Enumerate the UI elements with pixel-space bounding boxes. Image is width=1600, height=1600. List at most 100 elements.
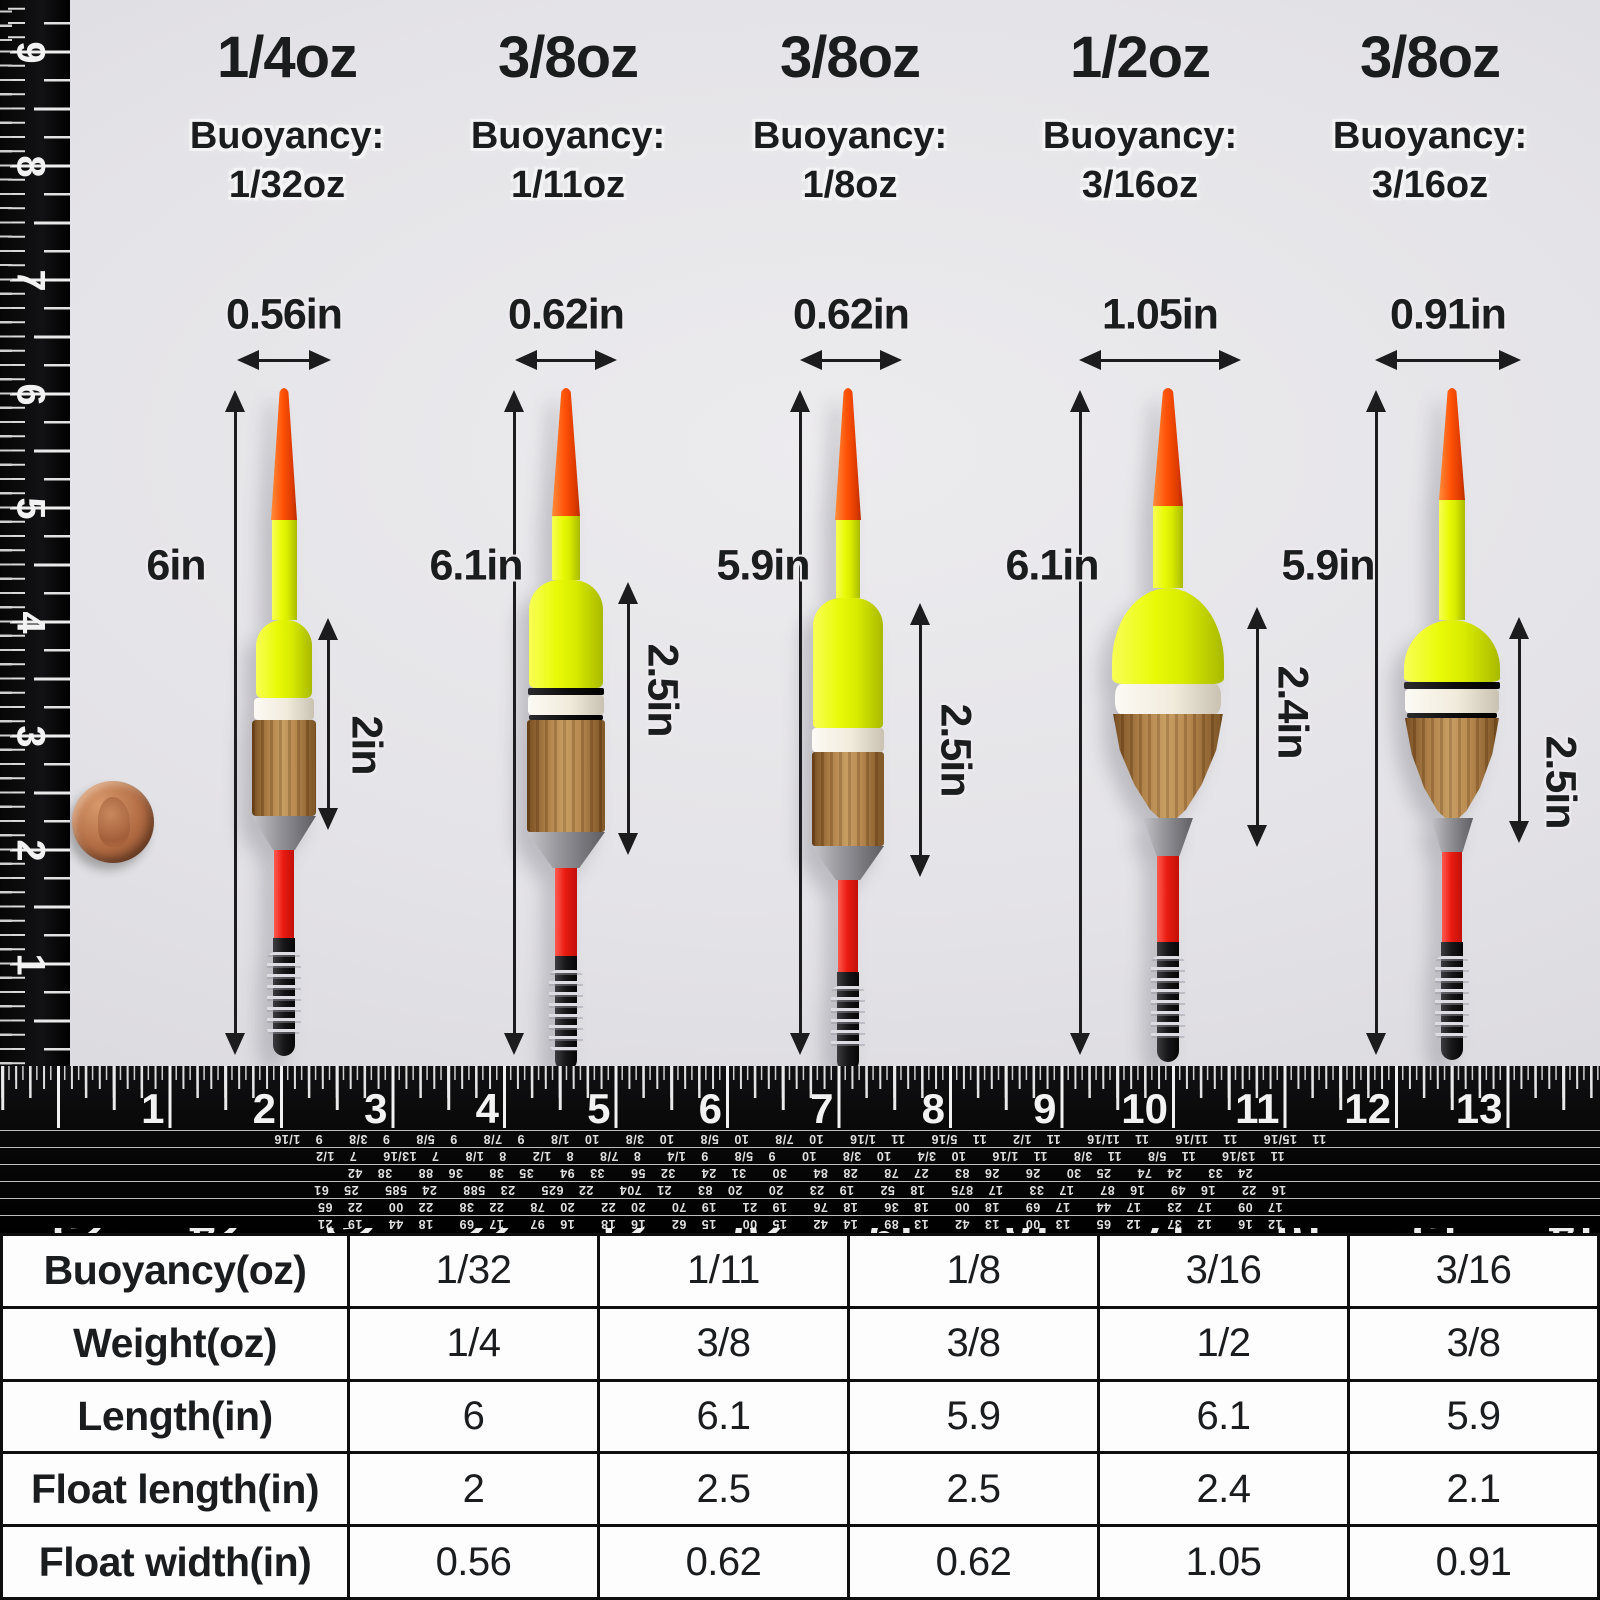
spring-coil xyxy=(549,970,583,1051)
spring-coil xyxy=(1435,956,1469,1040)
bobber-float-1 xyxy=(194,388,374,1056)
weight-label: 1/2oz xyxy=(1069,25,1211,90)
row-label: Float width(in) xyxy=(3,1527,347,1597)
table-value: 2 xyxy=(350,1454,597,1525)
bottom-ruler-ticks xyxy=(0,1066,1600,1130)
body-length-arrow xyxy=(909,603,931,877)
row-label: Float length(in) xyxy=(3,1454,347,1525)
ruler-number: 1 xyxy=(141,1085,165,1132)
scale-row: 16 22 16 49 16 87 17 33 17 875 18 52 19 … xyxy=(0,1181,1600,1198)
table-value: 0.56 xyxy=(350,1527,597,1597)
yellow-stem xyxy=(552,516,580,580)
weight-label: 3/8oz xyxy=(497,25,639,90)
body-length-label: 2.4in xyxy=(1268,665,1317,759)
body-length-arrow xyxy=(1508,617,1530,843)
scale-row: 11 13/16 11 5/8 11 3/8 11 1/16 10 3/4 10… xyxy=(0,1147,1600,1164)
table-value: 6.1 xyxy=(1100,1381,1347,1452)
column-header-5: 3/8oz Buoyancy: 3/16oz xyxy=(1270,26,1590,211)
table-value: 3/8 xyxy=(600,1308,847,1379)
ruler-number: 2 xyxy=(252,1085,276,1132)
ruler-number: 5 xyxy=(8,497,53,520)
yellow-dome xyxy=(1404,620,1500,682)
penny-coin xyxy=(72,781,154,863)
table-value: 1/32 xyxy=(350,1236,597,1306)
ruler-number: 9 xyxy=(8,41,53,64)
red-stem xyxy=(1442,852,1462,942)
table-value: 3/8 xyxy=(850,1308,1097,1379)
lead-weight xyxy=(1430,818,1474,852)
wood-body xyxy=(527,720,605,832)
total-length-label: 6.1in xyxy=(1005,541,1100,590)
red-stem xyxy=(274,850,294,938)
yellow-body xyxy=(813,598,883,728)
table-value: 1/11 xyxy=(600,1236,847,1306)
ruler-number: 7 xyxy=(8,269,53,292)
orange-tip xyxy=(1153,388,1183,506)
red-stem xyxy=(555,868,577,956)
weight-label: 3/8oz xyxy=(1359,25,1501,90)
white-band xyxy=(254,698,314,720)
table-value: 6 xyxy=(350,1381,597,1452)
lead-weight xyxy=(527,832,605,868)
yellow-stem xyxy=(836,520,860,598)
ruler-number: 10 xyxy=(1121,1085,1168,1132)
wood-body xyxy=(1113,714,1223,818)
ruler-number: 3 xyxy=(8,725,53,748)
buoyancy-label: Buoyancy: 1/8oz xyxy=(752,114,948,207)
black-stem xyxy=(831,972,865,1072)
ruler-number: 12 xyxy=(1344,1085,1391,1132)
length-arrow xyxy=(503,390,525,1055)
yellow-body xyxy=(529,580,603,688)
bottom-ruler-numbers: 1 2 3 4 5 6 7 8 9 10 11 12 13 xyxy=(59,1088,1509,1130)
black-stripe xyxy=(528,688,604,695)
table-value: 2.5 xyxy=(600,1454,847,1525)
ruler-number: 1 xyxy=(8,953,53,976)
width-arrow xyxy=(237,349,331,371)
table-value: 3/16 xyxy=(1100,1236,1347,1306)
float-width-label: 0.62in xyxy=(793,290,910,339)
black-stem xyxy=(267,938,301,1056)
ruler-number: 7 xyxy=(810,1085,834,1132)
ruler-number: 5 xyxy=(587,1085,611,1132)
black-stem xyxy=(1435,942,1469,1060)
column-header-1: 1/4oz Buoyancy: 1/32oz xyxy=(127,26,447,211)
table-value: 1/4 xyxy=(350,1308,597,1379)
body-length-arrow xyxy=(1246,607,1268,847)
buoyancy-label: Buoyancy: 1/11oz xyxy=(470,114,666,207)
spec-table: Buoyancy(oz) 1/32 1/11 1/8 3/16 3/16 Wei… xyxy=(0,1233,1600,1600)
wood-body xyxy=(1404,718,1500,818)
orange-tip xyxy=(271,388,297,520)
buoyancy-label: Buoyancy: 3/16oz xyxy=(1042,114,1238,207)
ruler-number: 13 xyxy=(1455,1085,1503,1132)
scale-row: 24 33 24 74 25 30 26 26 83 27 78 28 84 3… xyxy=(0,1164,1600,1181)
white-band xyxy=(812,728,884,752)
float-width-label: 0.56in xyxy=(226,290,343,339)
bobber-float-2 xyxy=(476,388,656,1071)
lead-weight xyxy=(252,816,316,850)
wood-body xyxy=(812,752,884,846)
weight-label: 1/4oz xyxy=(216,25,358,90)
body-length-label: 2.5in xyxy=(1536,735,1585,829)
ruler-number: 4 xyxy=(8,611,53,634)
black-stripe xyxy=(1404,682,1500,689)
lead-weight xyxy=(1143,818,1193,856)
float-width-label: 0.62in xyxy=(508,290,625,339)
black-stem xyxy=(549,956,583,1071)
ruler-number: 6 xyxy=(698,1085,722,1132)
red-stem xyxy=(838,880,858,972)
table-value: 6.1 xyxy=(600,1381,847,1452)
total-length-label: 5.9in xyxy=(1281,541,1376,590)
black-stripe xyxy=(529,715,603,720)
white-band xyxy=(528,695,604,715)
table-value: 0.62 xyxy=(600,1527,847,1597)
ruler-number: 8 xyxy=(8,155,53,178)
column-header-4: 1/2oz Buoyancy: 3/16oz xyxy=(980,26,1300,211)
row-label: Buoyancy(oz) xyxy=(3,1236,347,1306)
table-value: 0.62 xyxy=(850,1527,1097,1597)
weight-label: 3/8oz xyxy=(779,25,921,90)
orange-tip xyxy=(552,388,580,516)
total-length-label: 5.9in xyxy=(716,541,811,590)
length-arrow xyxy=(789,390,811,1055)
total-length-label: 6in xyxy=(146,541,206,590)
